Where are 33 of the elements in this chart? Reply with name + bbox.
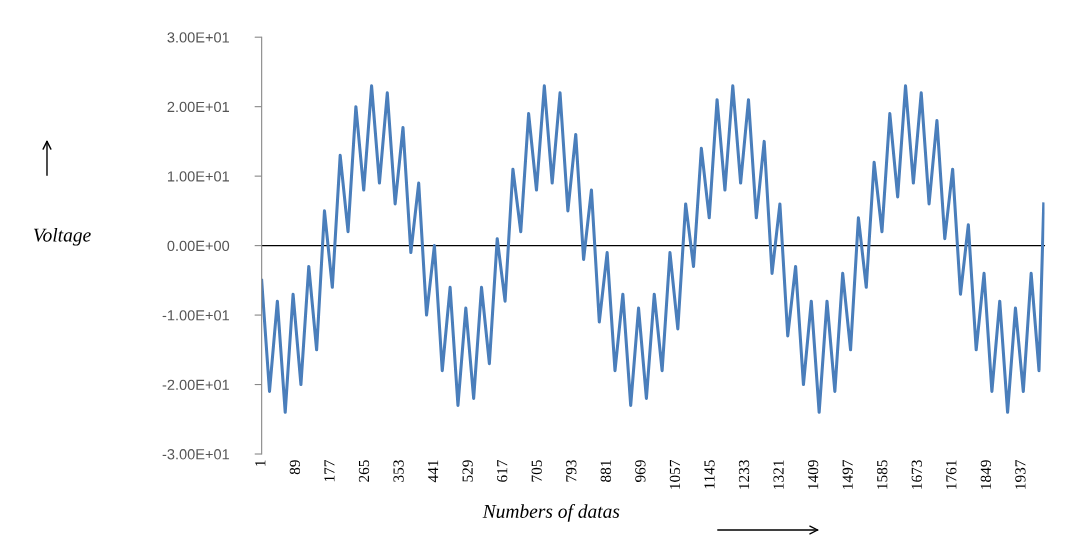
x-tick-label: 1761 <box>946 460 957 489</box>
x-tick-label: 969 <box>635 460 646 482</box>
x-tick-label: 89 <box>289 460 301 475</box>
x-tick-label: 1937 <box>1015 460 1026 489</box>
x-tick-label: 617 <box>497 460 508 482</box>
x-tick-label: 529 <box>462 460 473 482</box>
x-tick-label: 881 <box>600 460 611 482</box>
y-tick-label: -1.00E+01 <box>162 310 230 321</box>
x-tick-label: 1673 <box>911 460 922 489</box>
x-tick-label: 177 <box>324 460 335 482</box>
x-tick-label: 1145 <box>704 460 715 489</box>
y-tick-label: 3.00E+01 <box>167 32 230 43</box>
y-tick-label: 2.00E+01 <box>167 101 230 113</box>
x-tick-label: 441 <box>427 460 439 483</box>
x-tick-label: 1585 <box>877 460 888 489</box>
x-tick-label: 1057 <box>669 460 681 489</box>
y-tick-label: 0.00E+00 <box>167 240 230 252</box>
y-tick-label: 1.00E+01 <box>167 171 230 182</box>
x-tick-label: 1 <box>255 460 266 466</box>
x-tick-label: 1497 <box>842 460 853 489</box>
x-tick-label: 265 <box>358 460 370 482</box>
y-tick-label: -3.00E+01 <box>162 449 230 460</box>
y-axis-title: Voltage <box>33 227 91 246</box>
y-tick-label: -2.00E+01 <box>162 379 230 390</box>
x-tick-label: 793 <box>566 460 577 482</box>
x-tick-label: 353 <box>393 460 404 482</box>
x-tick-label: 1849 <box>980 460 992 489</box>
x-tick-label: 1233 <box>738 460 750 489</box>
x-tick-label: 1321 <box>773 460 784 489</box>
x-tick-label: 1409 <box>807 460 819 489</box>
x-axis-title: Numbers of datas <box>482 504 620 522</box>
line-series <box>261 84 1045 414</box>
x-tick-label: 705 <box>531 460 542 482</box>
